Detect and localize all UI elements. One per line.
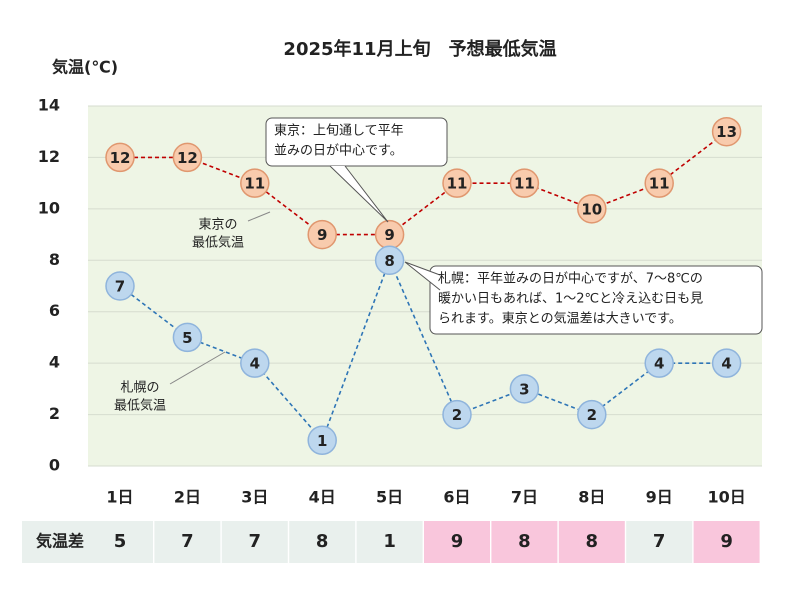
marker [644,168,674,198]
data-label: 10 [581,200,602,218]
annotation-text: 札幌：平年並みの日が中心ですが、7～8℃の [438,271,703,287]
x-tick-label: 5日 [376,488,403,507]
data-label: 3 [519,380,529,398]
legend-label: 最低気温 [114,398,166,414]
marker [644,348,674,378]
data-label: 8 [384,252,394,270]
x-tick-label: 1日 [106,488,133,507]
y-tick-label: 2 [49,404,60,423]
table-cell [491,521,558,563]
data-label: 9 [384,226,394,244]
y-tick-label: 0 [49,456,60,475]
data-label: 11 [514,175,535,193]
y-tick-label: 10 [38,198,60,217]
x-tick-label: 8日 [578,488,605,507]
data-label: 4 [721,355,731,373]
data-label: 2 [452,406,462,424]
table-value: 7 [653,531,666,552]
table-label: 気温差 [36,532,84,551]
data-label: 4 [654,355,664,373]
annotation-tail [329,165,389,223]
data-label: 2 [587,406,597,424]
marker [307,425,337,456]
data-label: 9 [317,226,327,244]
table-value: 7 [181,531,194,552]
data-label: 13 [716,123,737,141]
data-label: 11 [649,175,670,193]
table-cell [154,521,221,563]
table-value: 9 [451,531,464,552]
table-cell [558,521,625,563]
marker [307,219,337,250]
x-tick-label: 7日 [511,488,538,507]
data-label: 11 [447,175,468,193]
marker [577,194,607,224]
annotation-box [429,265,763,335]
legend-label: 最低気温 [192,235,244,251]
x-tick-label: 4日 [309,488,336,507]
data-label: 5 [182,329,192,347]
table-value: 8 [586,531,599,552]
y-tick-label: 14 [38,96,60,115]
annotation-tail [404,261,441,291]
y-tick-label: 12 [38,147,60,166]
data-label: 12 [177,149,198,167]
marker [442,168,472,198]
table-cell [626,521,693,563]
marker [105,271,135,301]
table-value: 8 [518,531,531,552]
marker [240,168,270,198]
chart-title: 2025年11月上旬 予想最低気温 [283,38,556,60]
table-value: 9 [720,531,733,552]
marker [374,245,405,276]
marker [509,168,540,198]
y-tick-label: 6 [49,301,60,320]
marker [711,116,742,147]
series-line [119,258,727,442]
marker [240,348,270,378]
marker [172,142,203,173]
data-label: 1 [317,432,327,450]
x-tick-label: 3日 [241,488,268,507]
table-cell [87,521,153,563]
data-label: 11 [244,175,265,193]
y-tick-label: 4 [49,353,60,372]
x-tick-label: 9日 [646,488,673,507]
table-value: 1 [383,531,396,552]
x-tick-label: 6日 [443,488,470,507]
table-cell [424,521,490,563]
table-value: 7 [249,531,262,552]
marker [442,399,472,430]
annotation-text: 暖かい日もあれば、1～2℃と冷え込む日も見 [438,292,703,307]
marker [711,348,742,378]
marker [172,322,203,353]
annotation-text: 東京：上旬通して平年 [274,123,404,139]
marker [105,142,135,173]
y-axis-label: 気温(℃) [52,58,118,77]
annotation-box [265,117,448,167]
table-value: 5 [114,531,127,552]
table-cell [693,521,760,563]
x-tick-label: 2日 [174,488,201,507]
series-leader [169,351,226,385]
table-cell [289,521,356,563]
x-tick-label: 10日 [707,488,745,507]
data-label: 4 [250,355,260,373]
table-value: 8 [316,531,329,552]
series-leader [247,211,271,222]
marker [577,399,607,430]
legend-label: 東京の [198,217,237,233]
table-cell [356,521,423,563]
data-label: 7 [115,278,125,296]
annotation-text: 並みの日が中心です。 [274,144,403,159]
marker [509,374,540,404]
annotation-text: られます。東京との気温差は大きいです。 [438,311,682,327]
table-cell [221,521,288,563]
legend-label: 札幌の [120,380,159,396]
y-tick-label: 8 [49,250,60,269]
data-label: 12 [110,149,131,167]
